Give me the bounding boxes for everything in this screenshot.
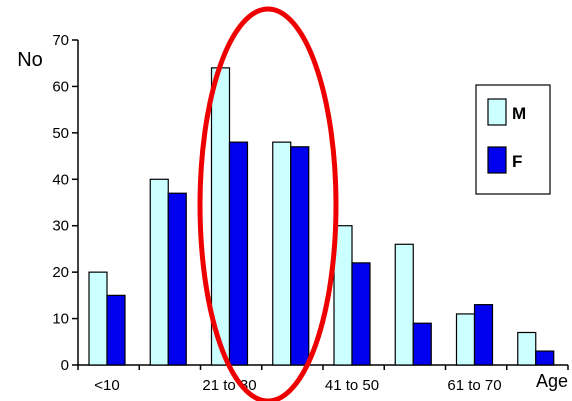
bars bbox=[88, 67, 555, 366]
x-axis-label: Age bbox=[536, 371, 568, 391]
legend-box bbox=[475, 84, 551, 195]
y-tick-label: 40 bbox=[52, 171, 69, 188]
annotation bbox=[197, 6, 339, 401]
legend-swatch-f bbox=[487, 146, 507, 174]
bar-m-7 bbox=[517, 331, 537, 366]
x-tick-label: <10 bbox=[94, 377, 119, 394]
legend: MF bbox=[475, 84, 551, 195]
y-tick-label: 10 bbox=[52, 311, 69, 328]
bar-m-1 bbox=[149, 178, 169, 366]
legend-label-f: F bbox=[512, 152, 522, 171]
x-tick-label: 61 to 70 bbox=[447, 377, 501, 394]
bar-f-0 bbox=[106, 294, 126, 366]
bar-f-6 bbox=[473, 304, 494, 366]
highlight-ellipse bbox=[197, 6, 339, 401]
y-tick-label: 60 bbox=[52, 78, 69, 95]
y-tick-label: 50 bbox=[52, 125, 69, 142]
bar-m-0 bbox=[88, 271, 108, 366]
bar-f-1 bbox=[167, 192, 187, 366]
y-tick-label: 30 bbox=[52, 218, 69, 235]
bar-f-4 bbox=[351, 262, 371, 366]
bar-m-3 bbox=[272, 141, 292, 366]
legend-label-m: M bbox=[512, 104, 526, 123]
y-tick-label: 20 bbox=[52, 264, 69, 281]
legend-swatch-m bbox=[487, 98, 507, 126]
bar-f-3 bbox=[290, 146, 310, 366]
x-tick-label: 41 to 50 bbox=[325, 377, 379, 394]
bar-f-5 bbox=[412, 322, 432, 366]
bar-m-6 bbox=[455, 313, 476, 366]
y-tick-label: 0 bbox=[61, 357, 69, 374]
bar-f-7 bbox=[535, 350, 555, 366]
y-axis-label: No bbox=[17, 49, 43, 71]
bar-f-2 bbox=[228, 141, 249, 366]
bar-m-5 bbox=[394, 243, 414, 366]
y-tick-label: 70 bbox=[52, 32, 69, 49]
